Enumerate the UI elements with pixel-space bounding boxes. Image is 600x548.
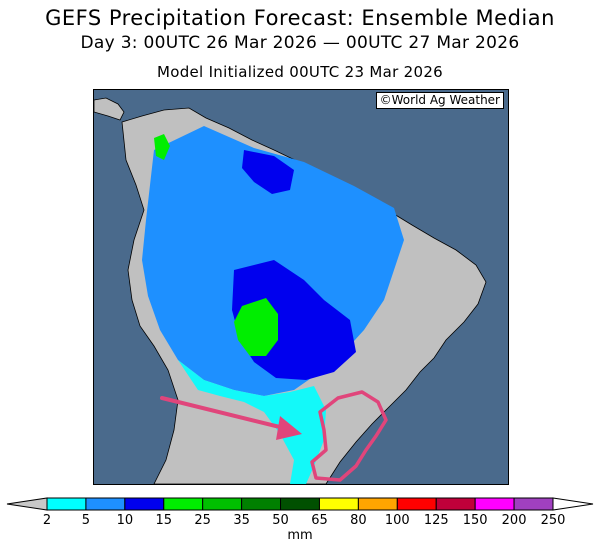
colorbar-tick-label: 125: [424, 513, 449, 528]
colorbar-swatch: [318, 497, 359, 511]
colorbar-swatch: [280, 497, 320, 511]
precipitation-map: ©World Ag Weather: [93, 89, 509, 485]
colorbar-tick-label: 80: [350, 513, 367, 528]
colorbar-tick-label: 200: [502, 513, 527, 528]
forecast-period: Day 3: 00UTC 26 Mar 2026 — 00UTC 27 Mar …: [80, 33, 520, 53]
precip-green: [234, 298, 278, 356]
precip-green-north: [154, 134, 170, 160]
colorbar-tick-label: 10: [117, 513, 134, 528]
model-initialized: Model Initialized 00UTC 23 Mar 2026: [156, 63, 444, 81]
precip-colorbar: 2 5 10 15 25 35 50 65 80 100 125 150 200 250: [6, 497, 594, 528]
precip-blue-north: [242, 150, 294, 194]
colorbar-swatch: [357, 497, 398, 511]
colorbar-tick-label: 15: [155, 513, 172, 528]
colorbar-tick-label: 2: [43, 513, 51, 528]
annotation-arrowhead: [276, 416, 302, 440]
colorbar-tick-label: 150: [463, 513, 488, 528]
colorbar-tick-label: 100: [385, 513, 410, 528]
colorbar-tick-label: 65: [311, 513, 328, 528]
colorbar-swatch: [163, 497, 204, 511]
colorbar-swatch: [513, 497, 554, 511]
colorbar-swatch: [202, 497, 243, 511]
colorbar-swatch: [435, 497, 476, 511]
colorbar-swatch: [124, 497, 165, 511]
colorbar-over-triangle: [552, 497, 594, 511]
colorbar-under-triangle: [6, 497, 48, 511]
colorbar-tick-label: 50: [272, 513, 289, 528]
units-label: mm: [287, 528, 313, 543]
annotation-outline: [310, 390, 388, 482]
colorbar-swatch: [474, 497, 515, 511]
map-canvas: [94, 90, 508, 484]
precip-cyan-edge: [178, 360, 326, 484]
credit-label: ©World Ag Weather: [375, 92, 504, 109]
colorbar-swatch: [396, 497, 437, 511]
map-title: GEFS Precipitation Forecast: Ensemble Me…: [45, 6, 555, 30]
colorbar-swatch: [241, 497, 282, 511]
annotation-arrow: [160, 396, 294, 432]
colorbar-tick-label: 25: [194, 513, 211, 528]
colorbar-swatch: [85, 497, 126, 511]
colorbar-tick-label: 250: [541, 513, 566, 528]
colorbar-swatch: [46, 497, 87, 511]
land-central-america: [94, 97, 125, 121]
colorbar-tick-label: 5: [82, 513, 90, 528]
colorbar-tick-label: 35: [233, 513, 250, 528]
